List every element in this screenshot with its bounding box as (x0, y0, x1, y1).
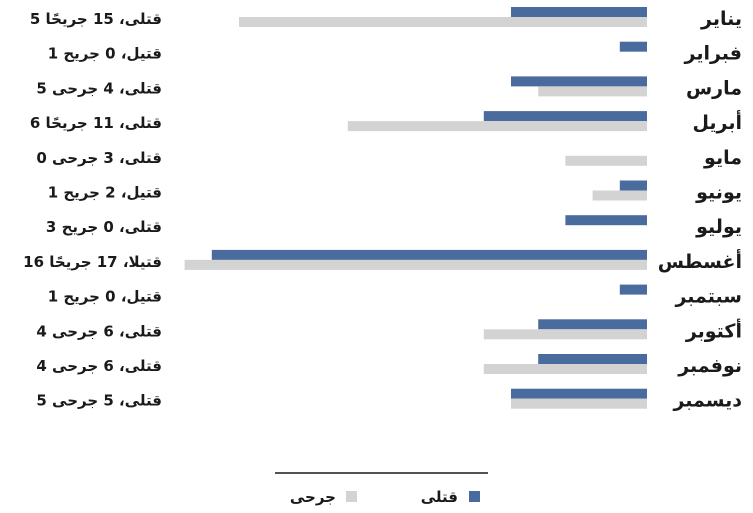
injured-bar (239, 17, 647, 27)
injured-bar (184, 259, 647, 270)
month-label: ديسمبر (672, 390, 742, 412)
killed-bar (538, 319, 647, 330)
killed-bar (619, 180, 647, 191)
month-label: أغسطس (658, 249, 742, 273)
month-label: نوفمبر (677, 355, 742, 377)
data-label: 5 قتلى، 4 جرحى (36, 79, 162, 97)
injured-bar (565, 155, 647, 166)
month-label: يوليو (695, 216, 742, 238)
data-label: 0 قتلى، 3 جرحى (36, 149, 162, 167)
injured-bar (483, 364, 647, 374)
killed-bar (619, 284, 647, 295)
chart-row-7: يوليو 3 قتلى، 0 جريح (46, 215, 742, 238)
chart-row-11: نوفمبر 4 قتلى، 6 جرحى (36, 354, 742, 377)
data-label: 5 قتلى، 15 جريحًا (30, 10, 162, 28)
killed-bar (619, 41, 647, 52)
injured-bar (347, 121, 647, 132)
month-label: مايو (703, 147, 742, 169)
killed-bar (511, 7, 647, 17)
chart-row-2: فبراير 1 قتيل، 0 جريح (48, 41, 742, 65)
month-label: أكتوبر (685, 318, 742, 342)
month-label: يناير (700, 8, 742, 30)
chart-row-3: مارس 5 قتلى، 4 جرحى (36, 76, 742, 99)
data-label: 4 قتلى، 6 جرحى (36, 357, 162, 375)
killed-bar (511, 76, 647, 87)
killed-bar (211, 249, 648, 260)
data-label: 1 قتيل، 0 جريح (48, 45, 162, 63)
chart-row-9: سبتمبر 1 قتيل، 0 جريح (48, 284, 742, 308)
killed-bar (538, 354, 647, 364)
month-label: مارس (686, 77, 742, 99)
chart-rows: يناير 5 قتلى، 15 جريحًا فبراير 1 قتيل، 0 جر… (23, 7, 742, 412)
month-label: سبتمبر (674, 286, 742, 308)
legend-label-injured: جرحى (290, 488, 336, 506)
chart-row-4: أبريل 6 قتلى، 11 جريحًا (30, 110, 742, 134)
injured-bar (511, 398, 647, 409)
data-label: 3 قتلى، 0 جريح (46, 218, 162, 236)
chart-row-6: يونيو 1 قتيل، 2 جريح (48, 180, 742, 204)
month-label: يونيو (695, 182, 742, 204)
chart-row-5: مايو 0 قتلى، 3 جرحى (36, 147, 742, 169)
killed-bar (511, 388, 647, 399)
legend: قتلى جرحى (290, 488, 480, 506)
killed-bar (565, 215, 647, 226)
chart-row-10: أكتوبر 4 قتلى، 6 جرحى (36, 318, 742, 342)
injured-bar (483, 329, 647, 340)
legend-swatch-killed (469, 491, 480, 502)
data-label: 4 قتلى، 6 جرحى (36, 322, 162, 340)
killed-bar (483, 111, 647, 122)
data-label: 1 قتيل، 2 جريح (48, 184, 162, 202)
injured-bar (538, 86, 647, 97)
month-label: أبريل (692, 110, 742, 134)
legend-label-killed: قتلى (421, 488, 458, 506)
legend-swatch-injured (346, 491, 357, 502)
chart-row-12: ديسمبر 5 قتلى، 5 جرحى (36, 388, 742, 412)
month-label: فبراير (684, 43, 742, 65)
chart-row-8: أغسطس 16 قتيلا، 17 جريحًا (23, 249, 742, 273)
injured-bar (592, 190, 647, 201)
data-label: 6 قتلى، 11 جريحًا (30, 114, 162, 132)
data-label: 5 قتلى، 5 جرحى (36, 392, 162, 410)
data-label: 1 قتيل، 0 جريح (48, 288, 162, 306)
chart-row-1: يناير 5 قتلى، 15 جريحًا (30, 7, 742, 30)
data-label: 16 قتيلا، 17 جريحًا (23, 253, 162, 271)
